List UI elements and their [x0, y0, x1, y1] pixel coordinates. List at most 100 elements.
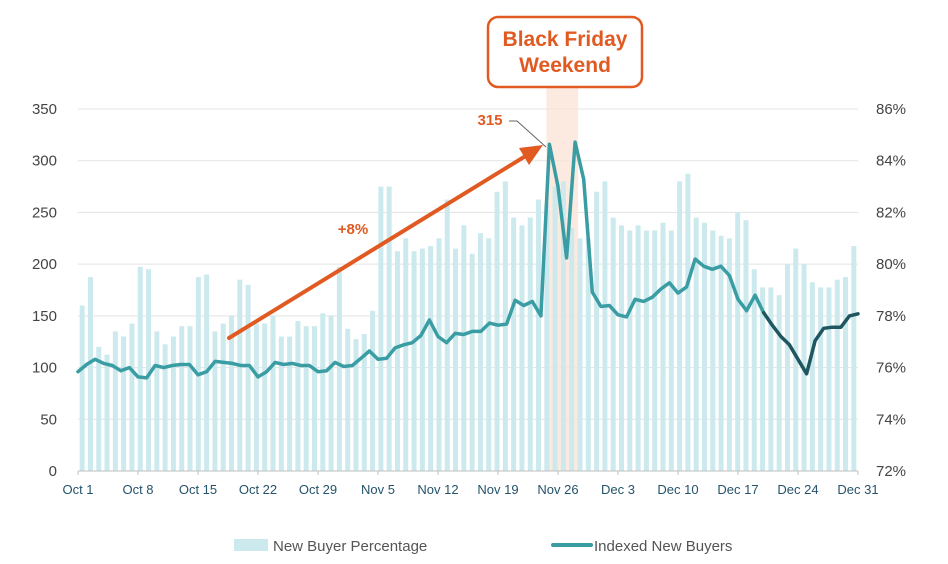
bar — [137, 266, 143, 471]
bar — [253, 323, 259, 471]
x-tick-label: Nov 26 — [537, 482, 578, 497]
bar — [784, 264, 790, 471]
bar — [826, 287, 832, 471]
bar — [726, 238, 732, 471]
x-tick-label: Oct 29 — [299, 482, 337, 497]
bar — [345, 328, 351, 471]
bar — [652, 230, 658, 471]
bar — [502, 181, 508, 471]
y-right-tick-label: 72% — [876, 463, 906, 480]
bar — [569, 227, 575, 471]
x-tick-label: Dec 24 — [777, 482, 818, 497]
bar — [336, 266, 342, 471]
y-right-tick-label: 86% — [876, 101, 906, 118]
bar — [660, 222, 666, 471]
bar — [419, 248, 425, 471]
trend-arrowhead — [519, 145, 543, 165]
bar — [677, 181, 683, 471]
y-right-tick-label: 82% — [876, 204, 906, 221]
bar — [386, 186, 392, 472]
bar — [619, 225, 624, 471]
bar — [229, 315, 234, 471]
bar — [536, 199, 542, 471]
trend-label: +8% — [338, 221, 368, 238]
bar — [312, 326, 317, 471]
bar — [477, 233, 483, 471]
peak-label: 315 — [477, 112, 502, 129]
bar — [461, 225, 467, 471]
bar — [154, 331, 160, 471]
x-tick-label: Dec 10 — [657, 482, 698, 497]
bar — [278, 336, 284, 471]
bar — [818, 287, 824, 471]
bar — [287, 336, 293, 471]
bar — [245, 284, 251, 471]
bar — [353, 339, 359, 471]
bar — [320, 313, 326, 471]
bar — [519, 225, 525, 471]
bar — [237, 279, 243, 471]
bar — [793, 248, 799, 471]
legend-line-label: Indexed New Buyers — [594, 538, 732, 555]
bar — [486, 238, 492, 471]
y-left-tick-label: 100 — [32, 360, 57, 377]
y-left-tick-label: 250 — [32, 204, 57, 221]
gridlines — [78, 108, 858, 472]
bar — [411, 251, 417, 471]
bar — [212, 331, 218, 471]
bar — [710, 230, 716, 471]
bar — [162, 344, 168, 471]
bar — [718, 235, 724, 471]
y-right-tick-label: 76% — [876, 360, 906, 377]
bar — [776, 295, 782, 471]
bar — [511, 217, 517, 471]
bar — [295, 321, 301, 471]
bar — [735, 212, 741, 471]
x-tick-label: Dec 31 — [837, 482, 878, 497]
bar — [702, 222, 707, 471]
bar — [96, 346, 102, 471]
x-tick-label: Oct 1 — [62, 482, 93, 497]
bar — [444, 199, 450, 471]
legend-bar-label: New Buyer Percentage — [273, 538, 427, 555]
y-right-tick-label: 80% — [876, 256, 906, 273]
bar — [112, 331, 118, 471]
bar — [668, 230, 674, 471]
y-right-tick-label: 74% — [876, 411, 906, 428]
callout-box — [486, 15, 644, 89]
y-left-tick-label: 150 — [32, 308, 57, 325]
callout-line-1: Black Friday — [503, 28, 628, 51]
bar — [560, 181, 566, 471]
callout-line-2: Weekend — [519, 54, 611, 77]
x-tick-label: Oct 8 — [122, 482, 153, 497]
x-tick-label: Dec 3 — [601, 482, 635, 497]
bar — [328, 315, 334, 471]
annotations: Black Friday Weekend 315 +8% — [227, 15, 644, 340]
bar — [743, 220, 749, 471]
bar — [129, 323, 135, 471]
bar — [428, 246, 434, 471]
bar — [809, 282, 815, 471]
bar — [544, 204, 550, 471]
bar — [179, 326, 185, 471]
bar — [121, 336, 127, 471]
bar — [643, 230, 649, 471]
x-tick-label: Oct 15 — [179, 482, 217, 497]
bar — [436, 238, 442, 471]
bar — [843, 277, 849, 471]
x-tick-label: Nov 5 — [361, 482, 395, 497]
bar — [768, 287, 774, 471]
bar — [270, 315, 276, 471]
bar — [220, 323, 226, 471]
bar — [303, 326, 309, 471]
bar — [577, 238, 583, 471]
trend-arrow — [227, 155, 526, 340]
bar — [527, 217, 533, 471]
bar — [594, 191, 600, 471]
bar — [552, 186, 558, 472]
x-tick-label: Dec 17 — [717, 482, 758, 497]
x-tick-label: Oct 22 — [239, 482, 277, 497]
line-path-end — [761, 311, 860, 376]
x-tick-label: Nov 19 — [477, 482, 518, 497]
